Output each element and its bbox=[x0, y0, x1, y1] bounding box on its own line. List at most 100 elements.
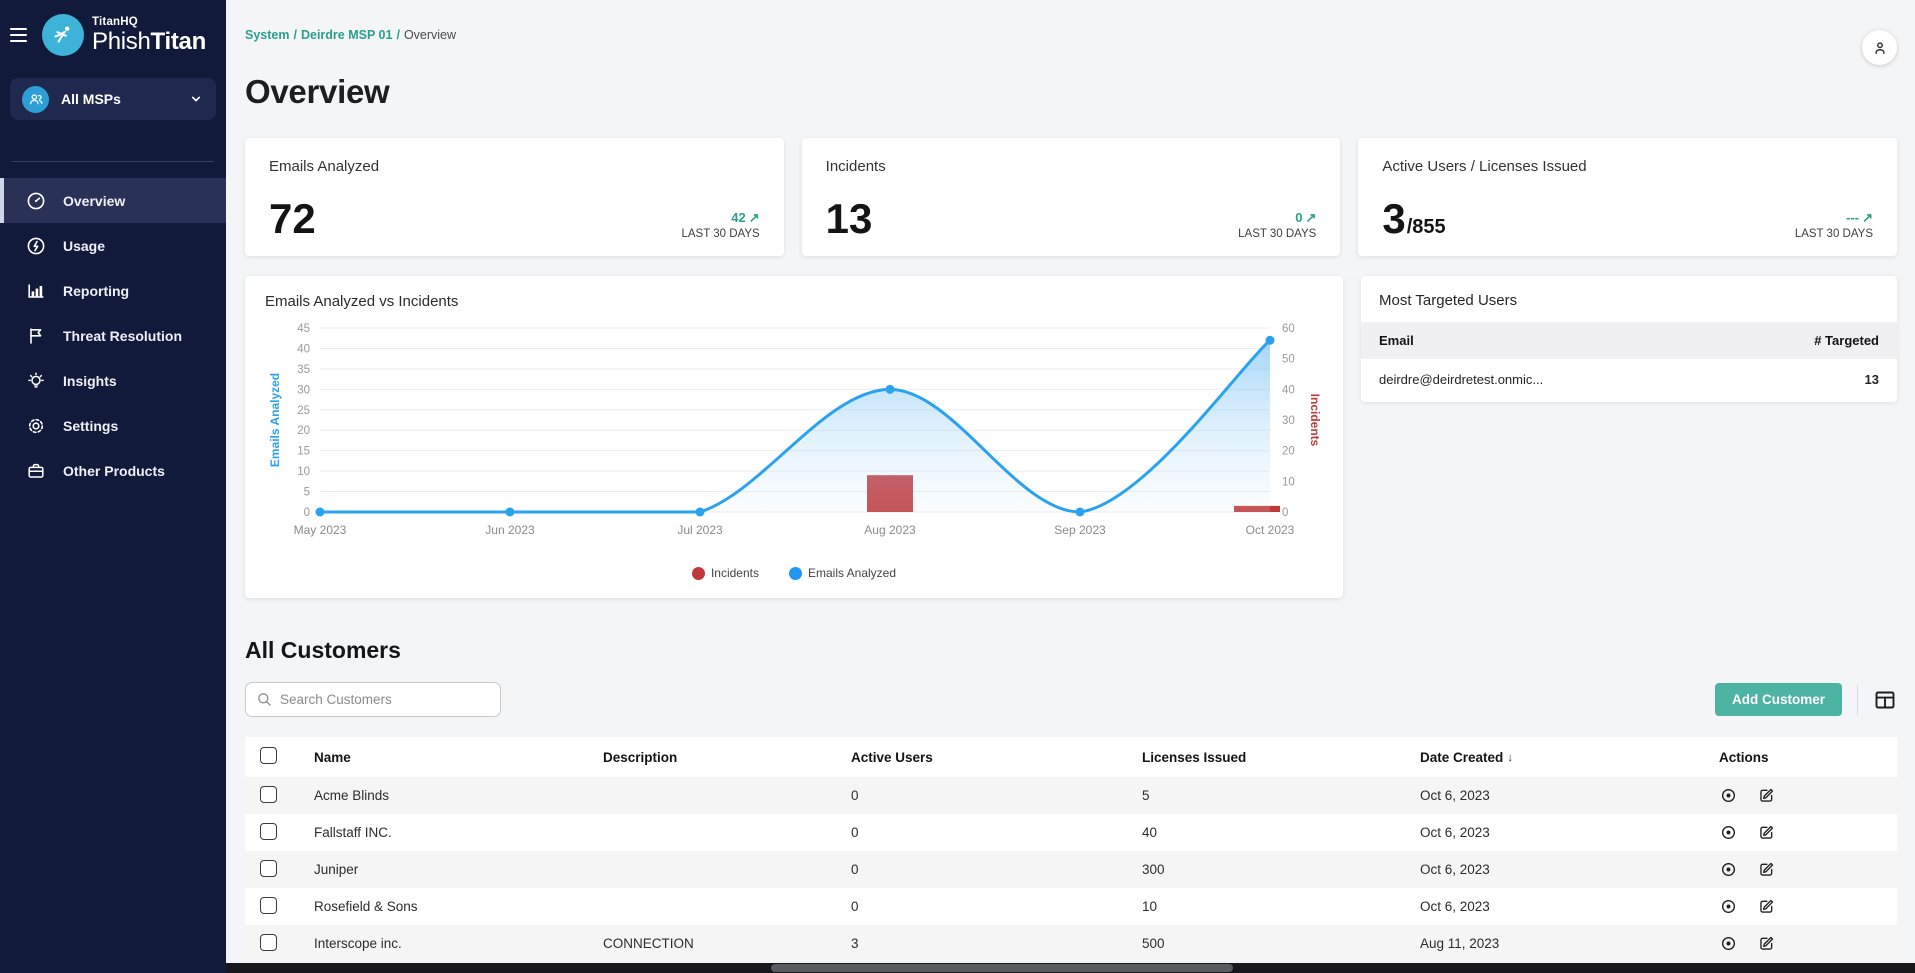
brand-text: TitanHQ PhishTitan bbox=[92, 16, 206, 54]
search-customers-input[interactable] bbox=[245, 682, 501, 717]
brand-row: TitanHQ PhishTitan bbox=[0, 0, 226, 66]
select-all-checkbox[interactable] bbox=[260, 747, 277, 764]
phishtitan-logo-icon bbox=[42, 14, 84, 56]
sidebar-item-insights[interactable]: Insights bbox=[0, 358, 226, 403]
customer-active-users: 0 bbox=[851, 862, 859, 877]
most-targeted-row[interactable]: deirdre@deirdretest.onmic... 13 bbox=[1361, 359, 1897, 402]
trend-up-icon: ↗ bbox=[748, 210, 760, 225]
customer-licenses-issued: 40 bbox=[1142, 825, 1158, 840]
stat-card-incidents: Incidents 13 0 ↗ LAST 30 DAYS bbox=[801, 138, 1341, 256]
customer-name: Juniper bbox=[314, 862, 359, 877]
customer-date-created: Oct 6, 2023 bbox=[1420, 862, 1490, 877]
table-row[interactable]: Interscope inc. CONNECTION 3 500 Aug 11,… bbox=[245, 925, 1897, 962]
edit-icon bbox=[1760, 825, 1774, 839]
column-header-targeted: # Targeted bbox=[1814, 333, 1879, 348]
svg-text:30: 30 bbox=[297, 384, 310, 396]
column-header-licenses-issued[interactable]: Licenses Issued bbox=[1142, 749, 1247, 765]
svg-text:0: 0 bbox=[1282, 507, 1288, 519]
sidebar-item-settings[interactable]: Settings bbox=[0, 403, 226, 448]
view-button[interactable] bbox=[1719, 786, 1738, 805]
edit-button[interactable] bbox=[1757, 786, 1776, 805]
svg-text:15: 15 bbox=[297, 446, 310, 458]
customer-description: CONNECTION bbox=[603, 936, 694, 951]
table-row[interactable]: Fallstaff INC. 0 40 Oct 6, 2023 bbox=[245, 814, 1897, 851]
column-header-description[interactable]: Description bbox=[603, 749, 678, 765]
breadcrumb-system-link[interactable]: System bbox=[245, 28, 290, 42]
sidebar-item-other-products[interactable]: Other Products bbox=[0, 448, 226, 493]
svg-text:Oct 2023: Oct 2023 bbox=[1246, 523, 1295, 537]
customer-active-users: 0 bbox=[851, 899, 859, 914]
row-checkbox[interactable] bbox=[260, 822, 277, 840]
table-row[interactable]: Juniper 0 300 Oct 6, 2023 bbox=[245, 851, 1897, 888]
legend-item[interactable]: Incidents bbox=[691, 566, 759, 580]
svg-text:10: 10 bbox=[1282, 476, 1295, 488]
add-customer-button[interactable]: Add Customer bbox=[1714, 683, 1842, 716]
user-menu-button[interactable] bbox=[1862, 30, 1897, 65]
svg-text:Aug 2023: Aug 2023 bbox=[864, 523, 916, 537]
edit-button[interactable] bbox=[1757, 823, 1776, 842]
scrollbar-thumb[interactable] bbox=[771, 964, 1233, 972]
edit-icon bbox=[1760, 936, 1774, 950]
page-title: Overview bbox=[245, 73, 390, 110]
msp-selector[interactable]: All MSPs bbox=[10, 78, 216, 120]
briefcase-icon bbox=[25, 460, 46, 481]
customers-table-header: Name Description Active Users Licenses I… bbox=[245, 737, 1897, 777]
flag-icon bbox=[25, 325, 46, 346]
legend-dot-icon bbox=[691, 566, 705, 580]
trend-up-icon: ↗ bbox=[1862, 210, 1874, 225]
view-button[interactable] bbox=[1719, 897, 1738, 916]
column-header-date-created[interactable]: Date Created ↓ bbox=[1420, 749, 1514, 765]
column-settings-button[interactable] bbox=[1873, 688, 1897, 712]
sidebar-item-reporting[interactable]: Reporting bbox=[0, 268, 226, 313]
edit-button[interactable] bbox=[1757, 860, 1776, 879]
table-row[interactable]: Acme Blinds 0 5 Oct 6, 2023 bbox=[245, 777, 1897, 814]
view-button[interactable] bbox=[1719, 823, 1738, 842]
view-button[interactable] bbox=[1719, 934, 1738, 953]
row-checkbox[interactable] bbox=[260, 859, 277, 877]
svg-text:45: 45 bbox=[297, 323, 310, 335]
row-checkbox[interactable] bbox=[260, 785, 277, 803]
sidebar-item-overview[interactable]: Overview bbox=[0, 178, 226, 223]
gear-icon bbox=[25, 415, 46, 436]
stat-period: LAST 30 DAYS bbox=[1794, 228, 1874, 240]
edit-button[interactable] bbox=[1757, 897, 1776, 916]
sidebar-item-usage[interactable]: Usage bbox=[0, 223, 226, 268]
targeted-user-email: deirdre@deirdretest.onmic... bbox=[1379, 372, 1544, 387]
column-header-active-users[interactable]: Active Users bbox=[851, 749, 933, 765]
targeted-count: 13 bbox=[1864, 372, 1879, 387]
stat-label: Emails Analyzed bbox=[269, 158, 380, 175]
sidebar: TitanHQ PhishTitan All MSPs Overview bbox=[0, 0, 226, 973]
most-targeted-header: Email # Targeted bbox=[1361, 322, 1897, 359]
horizontal-scrollbar[interactable] bbox=[226, 963, 1915, 973]
view-button[interactable] bbox=[1719, 860, 1738, 879]
column-header-email: Email bbox=[1379, 333, 1414, 348]
breadcrumb: System / Deirdre MSP 01/Overview bbox=[245, 28, 456, 42]
sort-descending-icon: ↓ bbox=[1507, 750, 1514, 764]
row-checkbox[interactable] bbox=[260, 933, 277, 951]
svg-text:60: 60 bbox=[1282, 323, 1295, 335]
stat-trend: --- ↗ LAST 30 DAYS bbox=[1794, 210, 1874, 240]
trend-up-icon: ↗ bbox=[1305, 210, 1317, 225]
breadcrumb-msp-link[interactable]: Deirdre MSP 01 bbox=[300, 28, 393, 42]
breadcrumb-separator: / bbox=[293, 28, 297, 42]
legend-label: Incidents bbox=[710, 566, 759, 580]
hamburger-menu-icon[interactable] bbox=[10, 28, 32, 42]
msp-selector-label: All MSPs bbox=[61, 91, 121, 107]
svg-text:20: 20 bbox=[297, 425, 310, 437]
row-checkbox[interactable] bbox=[260, 896, 277, 914]
edit-button[interactable] bbox=[1757, 934, 1776, 953]
sidebar-item-label: Settings bbox=[63, 417, 119, 434]
column-header-name[interactable]: Name bbox=[314, 749, 351, 765]
customer-date-created: Aug 11, 2023 bbox=[1420, 936, 1500, 951]
legend-item[interactable]: Emails Analyzed bbox=[788, 566, 896, 580]
customer-name: Acme Blinds bbox=[314, 788, 390, 803]
svg-text:Incidents: Incidents bbox=[1308, 394, 1322, 447]
sidebar-item-threat-resolution[interactable]: Threat Resolution bbox=[0, 313, 226, 358]
chart-svg: 0 5 10 15 20 25 30 35 40 45 0 10 20 30 40 50 60 May 2023 J… bbox=[268, 323, 1322, 537]
sidebar-item-label: Reporting bbox=[63, 282, 130, 299]
customer-name: Rosefield & Sons bbox=[314, 899, 418, 914]
controls-divider bbox=[1857, 684, 1858, 715]
stat-label: Incidents bbox=[825, 158, 886, 175]
svg-text:May 2023: May 2023 bbox=[294, 523, 347, 537]
table-row[interactable]: Rosefield & Sons 0 10 Oct 6, 2023 bbox=[245, 888, 1897, 925]
